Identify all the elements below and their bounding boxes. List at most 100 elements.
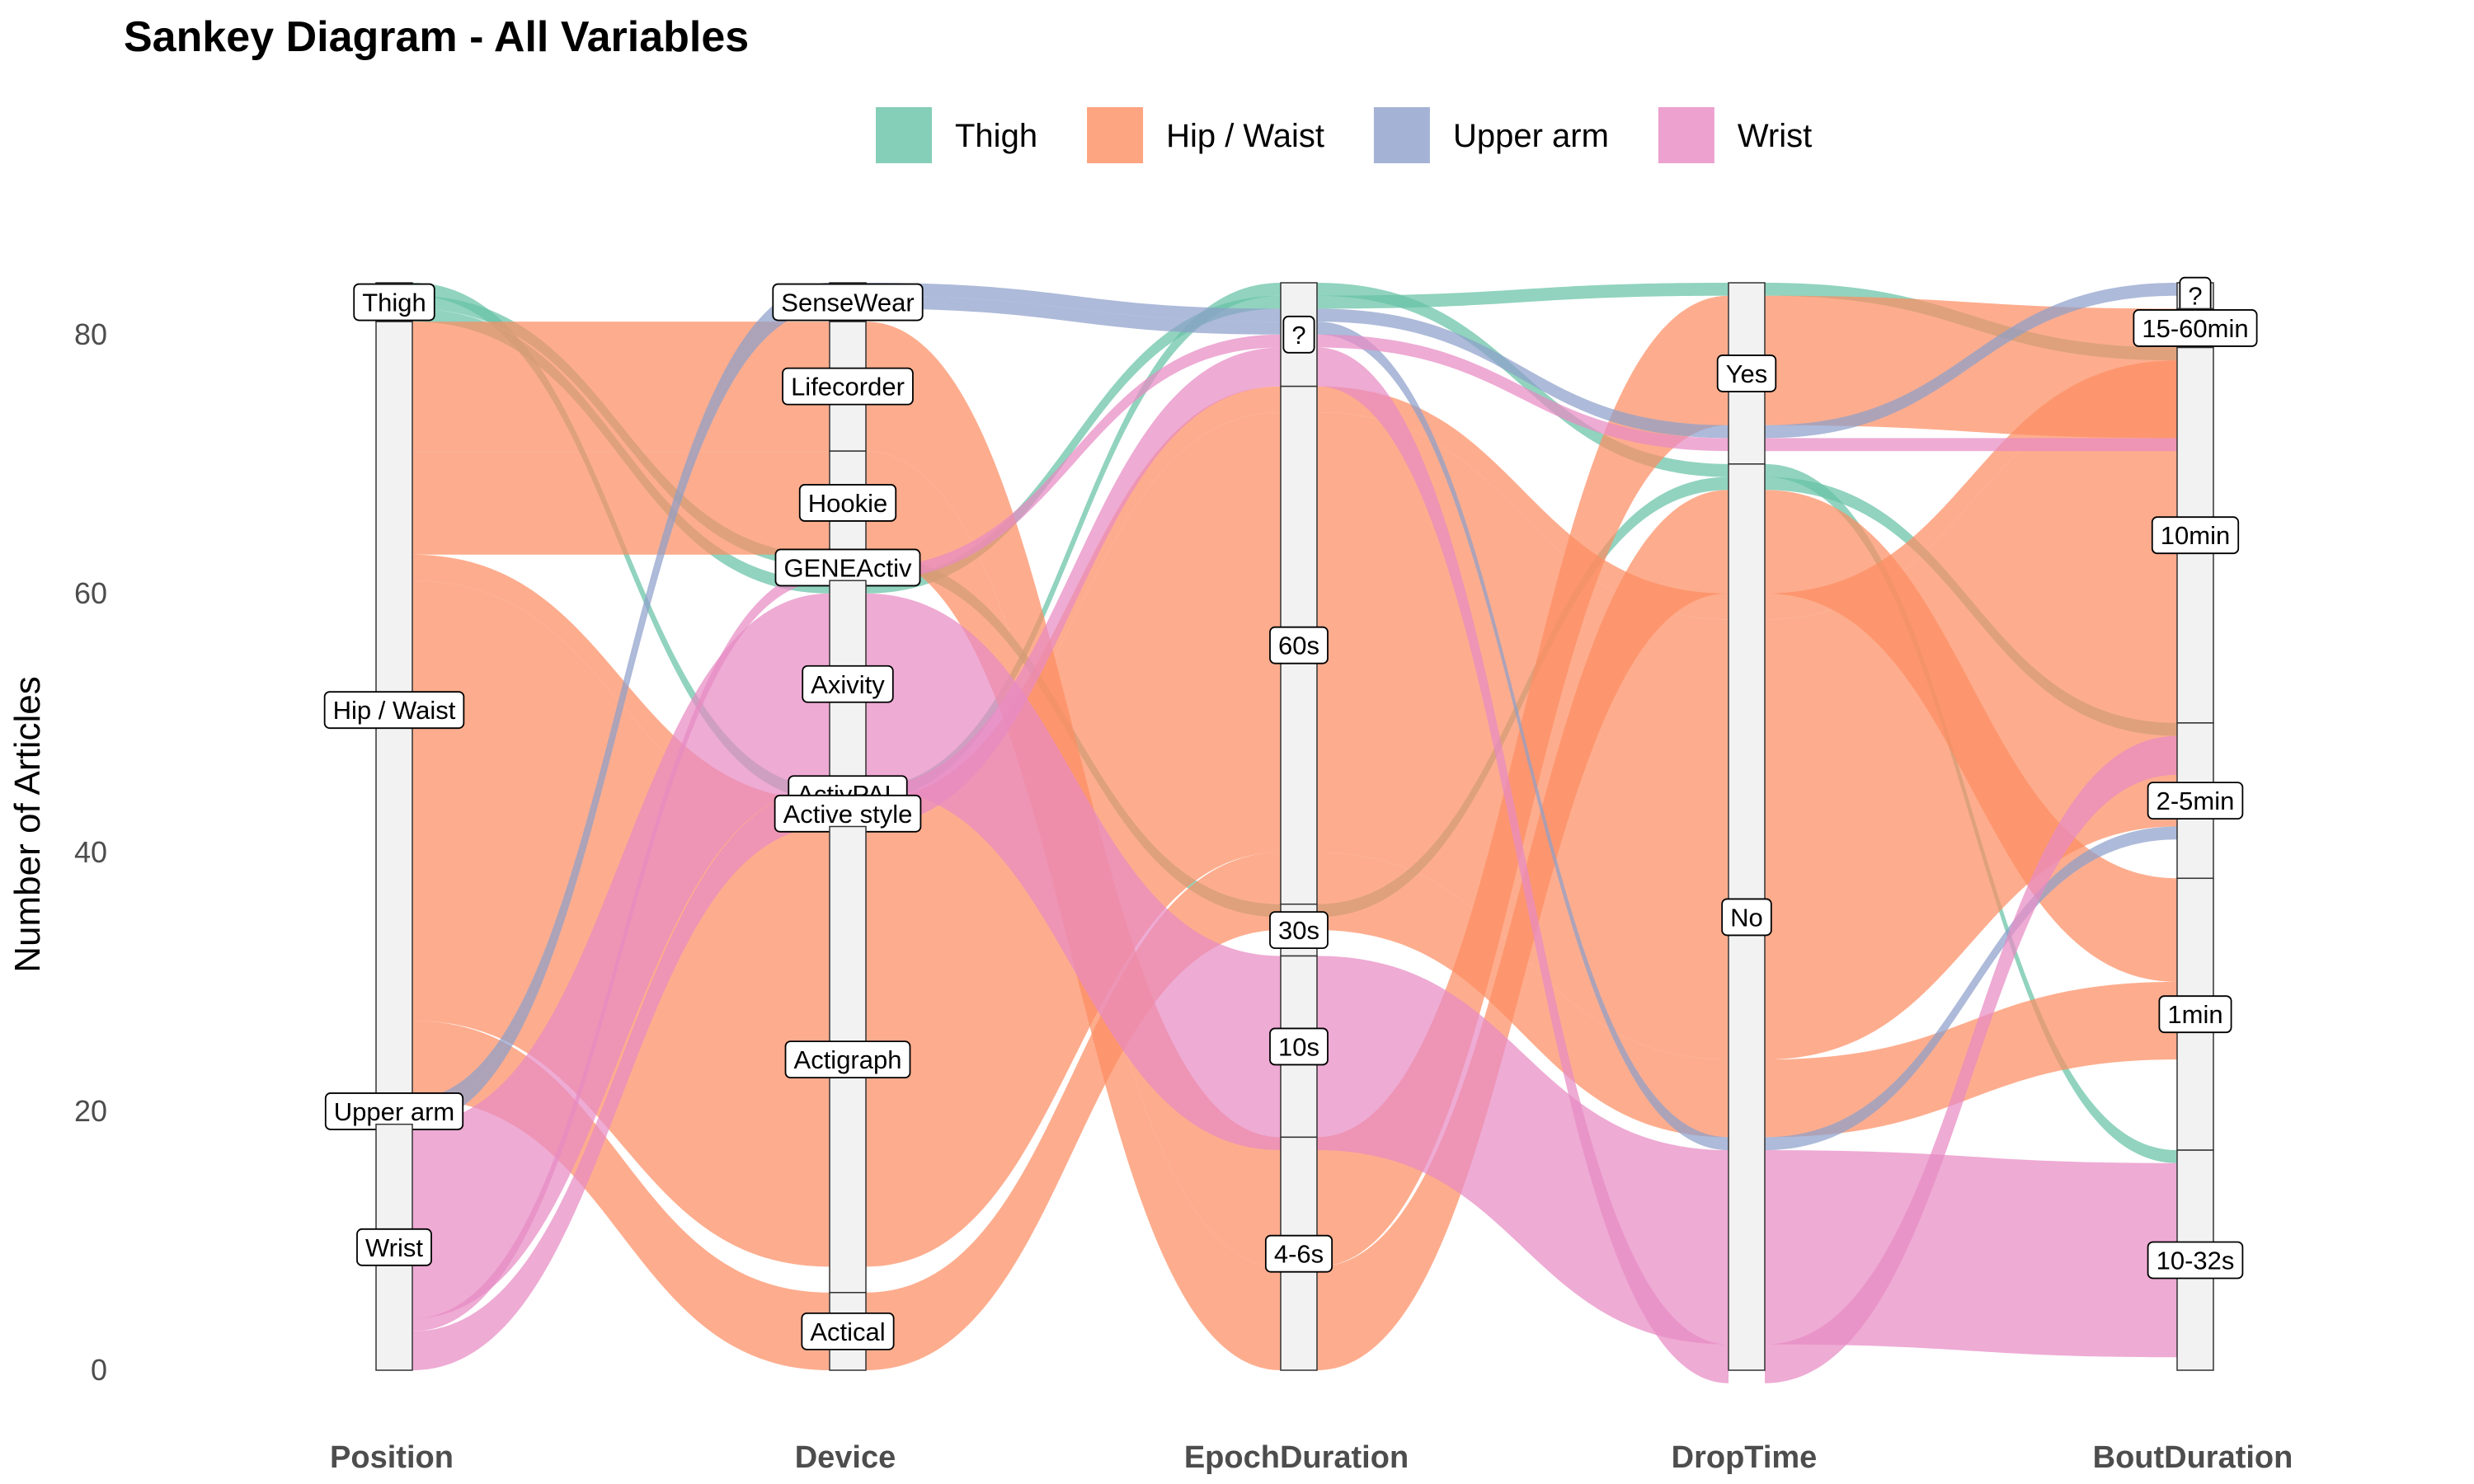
- stratum-label: Hookie: [798, 484, 897, 522]
- stratum-label-text: No: [1730, 903, 1763, 932]
- stratum-label-box: [1716, 355, 1777, 392]
- stratum-label-text: SenseWear: [781, 289, 914, 317]
- stratum-boutduration-10-32s: 10-32s: [2147, 1149, 2244, 1371]
- stratum-label: 10s: [1269, 1027, 1329, 1066]
- stratum-label-box: [1282, 315, 1315, 354]
- flow-segment: [412, 787, 830, 1370]
- flow-wrist-12: [412, 347, 2177, 1383]
- legend-swatch: [1373, 107, 1430, 163]
- stratum-label: 2-5min: [2147, 782, 2244, 819]
- flow-segment: [1765, 386, 2177, 1060]
- axis-name-boutduration: BoutDuration: [2093, 1440, 2293, 1475]
- y-axis-ticks: 0 20 40 60 80: [74, 317, 107, 1387]
- stratum-label-box: [798, 484, 897, 522]
- stratum-label-text: 60s: [1278, 632, 1319, 660]
- stratum-label-box: [782, 367, 914, 406]
- stratum-label-text: Yes: [1726, 359, 1768, 388]
- stratum-label-box: [1264, 1234, 1333, 1273]
- stratum-label: Actigraph: [784, 1040, 911, 1079]
- legend-label: Hip / Waist: [1166, 118, 1324, 154]
- axis-epochduration: ? 60s 30s 10s 4-6s: [1264, 282, 1333, 1371]
- stratum-boutduration-1min: 1min: [2158, 877, 2232, 1151]
- stratum-label-text: 10-32s: [2157, 1247, 2235, 1275]
- stratum-label: No: [1721, 898, 1772, 937]
- stratum-label-box: [784, 1040, 911, 1079]
- stratum-label-text: 1min: [2167, 1000, 2222, 1029]
- flow-segment: [412, 322, 830, 452]
- stratum-device-geneactiv: GENEActiv: [774, 548, 921, 587]
- stratum-device-lifecorder: Lifecorder: [782, 321, 914, 452]
- stratum-label-text: Active style: [783, 800, 913, 829]
- flow-segment: [412, 451, 830, 555]
- stratum-epochduration-4-6s: 4-6s: [1264, 1136, 1333, 1371]
- y-tick-label: 20: [74, 1094, 107, 1128]
- stratum-device-actigraph: Actigraph: [784, 825, 911, 1294]
- stratum-label-box: [2147, 1241, 2244, 1280]
- stratum-label-box: [323, 691, 465, 730]
- flow-segment: [1317, 852, 1729, 1138]
- axis-boutduration: ? 15-60min 10min 2-5min 1min 10-32s: [2133, 276, 2258, 1371]
- flow-segment: [1317, 308, 1729, 439]
- stratum-label-box: [772, 283, 924, 322]
- y-tick-label: 80: [74, 317, 107, 351]
- stratum-label: ?: [2179, 276, 2212, 315]
- legend-item-upper-arm: Upper arm: [1373, 107, 1609, 163]
- stratum-label-box: [802, 665, 894, 703]
- flow-upper-arm-8: [412, 283, 2177, 1111]
- axis-name-droptime: DropTime: [1672, 1440, 1818, 1475]
- legend-label: Thigh: [955, 118, 1037, 154]
- flow-wrist-11: [412, 334, 2177, 1331]
- axis-droptime: Yes No: [1716, 282, 1777, 1371]
- axis-name-device: Device: [795, 1440, 896, 1475]
- stratum-label-text: 15-60min: [2142, 314, 2248, 343]
- stratum-device-hookie: Hookie: [798, 450, 897, 556]
- stratum-label: 15-60min: [2133, 309, 2258, 347]
- axis-names: Position Device EpochDuration DropTime BoutD…: [330, 1440, 2293, 1475]
- stratum-label-text: Upper arm: [334, 1097, 454, 1126]
- stratum-epochduration-10s: 10s: [1269, 955, 1329, 1139]
- flow-segment: [1317, 334, 1729, 452]
- legend: Thigh Hip / Waist Upper arm Wrist: [876, 107, 1812, 163]
- stratum-position-upper-arm: Upper arm: [324, 1092, 464, 1130]
- stratum-label-text: Axivity: [811, 670, 885, 699]
- stratum-label-text: GENEActiv: [783, 553, 912, 582]
- flow-segment: [1765, 826, 2177, 1151]
- axis-name-position: Position: [330, 1440, 454, 1475]
- stratum-label-text: 2-5min: [2157, 787, 2235, 815]
- stratum-droptime-no: No: [1721, 463, 1772, 1371]
- stratum-label: Axivity: [802, 665, 894, 703]
- legend-label: Upper arm: [1453, 118, 1609, 154]
- flow-segment: [866, 283, 1281, 322]
- flows: [412, 283, 2177, 1383]
- stratum-label-text: ?: [1291, 321, 1305, 350]
- legend-swatch: [876, 107, 932, 163]
- stratum-label: GENEActiv: [774, 548, 921, 587]
- legend-item-hip-waist: Hip / Waist: [1087, 107, 1324, 163]
- stratum-epochduration-60s: 60s: [1269, 385, 1329, 905]
- flow-segment: [866, 283, 1281, 801]
- flow-segment: [1765, 283, 2177, 439]
- stratum-label-text: 4-6s: [1274, 1240, 1324, 1269]
- stratum-label-box: [2151, 516, 2240, 555]
- stratum-position-hip-waist: Hip / Waist: [323, 321, 465, 1100]
- legend-swatch: [1087, 107, 1144, 163]
- stratum-label: 10min: [2151, 516, 2240, 555]
- stratum-label: Thigh: [353, 283, 435, 322]
- stratum-label: Yes: [1716, 355, 1777, 392]
- flow-segment: [412, 295, 830, 1125]
- stratum-droptime-yes: Yes: [1716, 282, 1777, 465]
- flow-segment: [412, 283, 830, 1111]
- flow-segment: [866, 295, 1281, 594]
- stratum-label-text: Actigraph: [794, 1045, 902, 1074]
- flow-segment: [1317, 283, 1729, 309]
- stratum-boutduration-15-60min: 15-60min: [2133, 308, 2258, 349]
- stratum-device-axivity: Axivity: [802, 580, 894, 789]
- stratum-label-box: [1721, 898, 1772, 937]
- strata: Thigh Hip / Waist Upper arm Wrist SenseWear L…: [323, 276, 2258, 1371]
- stratum-label-box: [2158, 995, 2232, 1034]
- stratum-device-actical: Actical: [801, 1292, 895, 1371]
- legend-swatch: [1658, 107, 1714, 163]
- stratum-label: 30s: [1269, 911, 1329, 950]
- y-tick-label: 40: [74, 835, 107, 869]
